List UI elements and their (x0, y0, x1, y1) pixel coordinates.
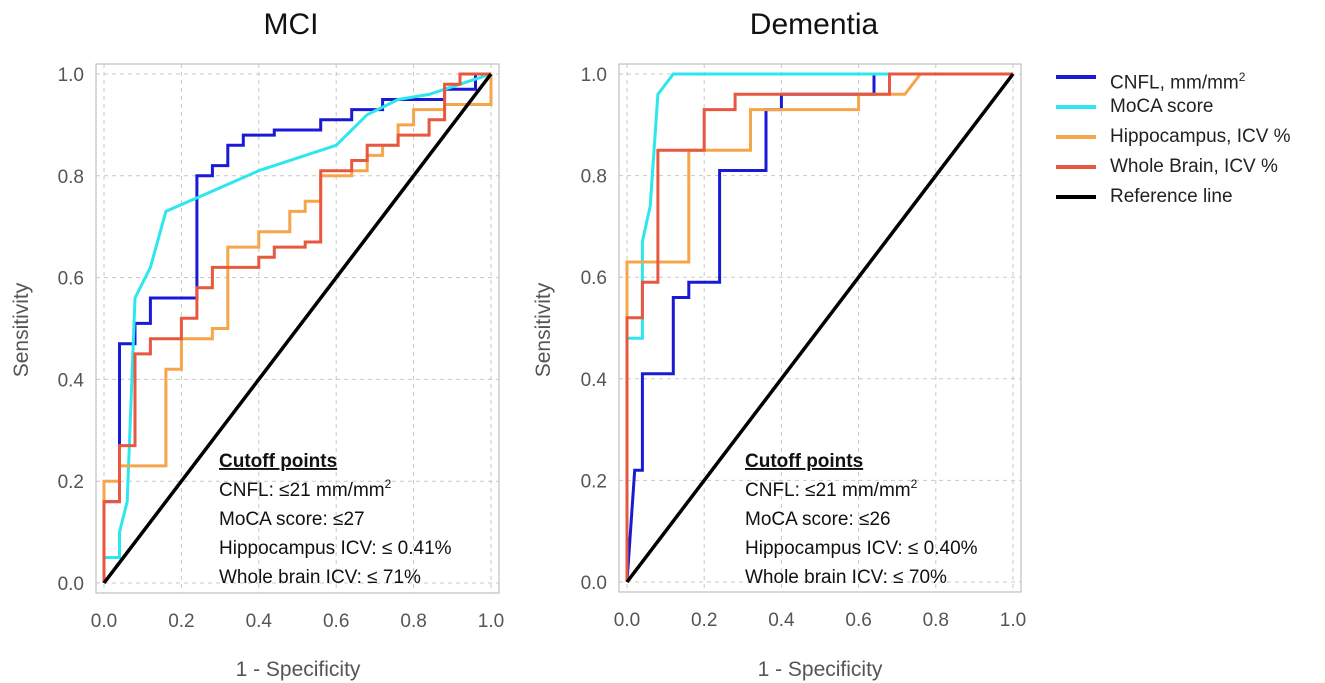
series-line-moca (625, 72, 1013, 582)
x-tick-label: 0.8 (400, 611, 426, 632)
x-tick-label: 0.8 (923, 610, 949, 631)
y-tick-label: 0.2 (58, 472, 84, 493)
series-line-whole-brain (625, 72, 1013, 582)
series-line-whole-brain (102, 72, 491, 583)
cutoff-line: Whole brain ICV: ≤ 70% (745, 567, 947, 588)
chart-mci: 0.0 0.2 0.4 0.6 0.8 1.0 0.0 0.2 0.4 0.6 0.8 1.0 MCI 1… (10, 8, 504, 681)
cutoff-heading: Cutoff points (219, 451, 337, 472)
legend-label-moca: MoCA score (1110, 96, 1214, 117)
cutoff-line: CNFL: ≤21 mm/mm2 (745, 477, 918, 501)
cutoff-line: Hippocampus ICV: ≤ 0.40% (745, 538, 978, 559)
y-tick-label: 0.6 (58, 269, 84, 290)
y-tick-label: 0.6 (581, 268, 607, 289)
legend-swatch-whole-brain (1056, 165, 1096, 169)
y-tick-label: 1.0 (58, 65, 84, 86)
x-axis-label: 1 - Specificity (236, 658, 361, 681)
x-tick-label: 0.0 (91, 611, 117, 632)
legend-label-reference: Reference line (1110, 186, 1233, 207)
x-tick-label: 1.0 (1000, 610, 1026, 631)
series-line-hippocampus (625, 72, 1013, 582)
legend-label-hippocampus: Hippocampus, ICV % (1110, 126, 1291, 147)
cutoff-heading: Cutoff points (745, 451, 863, 472)
y-tick-label: 0.0 (581, 573, 607, 594)
y-axis-label: Sensitivity (10, 282, 33, 377)
legend-label-whole-brain: Whole Brain, ICV % (1110, 156, 1278, 177)
legend-swatch-reference (1056, 195, 1096, 199)
chart-title: MCI (264, 8, 319, 41)
cutoff-line: MoCA score: ≤27 (219, 509, 365, 530)
chart-title: Dementia (750, 8, 879, 41)
y-tick-label: 0.4 (581, 370, 608, 391)
cutoff-line: CNFL: ≤21 mm/mm2 (219, 477, 392, 501)
y-tick-label: 0.8 (58, 167, 84, 188)
series-line-reference (625, 72, 1015, 584)
y-tick-label: 0.0 (58, 574, 84, 595)
x-tick-label: 0.6 (845, 610, 871, 631)
legend-swatch-moca (1056, 105, 1096, 109)
legend-swatch-cnfl (1056, 75, 1096, 79)
x-tick-label: 0.4 (246, 611, 273, 632)
legend-swatch-hippocampus (1056, 135, 1096, 139)
cutoff-line: Hippocampus ICV: ≤ 0.41% (219, 538, 452, 559)
x-tick-label: 0.2 (168, 611, 194, 632)
x-tick-label: 0.4 (768, 610, 795, 631)
x-tick-label: 1.0 (478, 611, 504, 632)
x-tick-label: 0.6 (323, 611, 349, 632)
y-tick-label: 0.2 (581, 471, 607, 492)
series-line-hippocampus (102, 74, 493, 583)
chart-dementia: 0.0 0.2 0.4 0.6 0.8 1.0 0.0 0.2 0.4 0.6 0.8 1.0 Deme… (532, 8, 1026, 681)
series-line-moca (102, 72, 492, 583)
cutoff-line: MoCA score: ≤26 (745, 509, 891, 530)
y-tick-label: 0.8 (581, 167, 607, 188)
x-tick-label: 0.0 (614, 610, 640, 631)
cutoff-line: Whole brain ICV: ≤ 71% (219, 567, 421, 588)
y-tick-label: 0.4 (58, 370, 85, 391)
legend-label-cnfl: CNFL, mm/mm2 (1110, 70, 1246, 94)
y-tick-label: 1.0 (581, 65, 607, 86)
x-tick-label: 0.2 (691, 610, 717, 631)
series-line-reference (102, 72, 493, 585)
y-axis-label: Sensitivity (532, 282, 555, 377)
x-axis-label: 1 - Specificity (758, 658, 883, 681)
